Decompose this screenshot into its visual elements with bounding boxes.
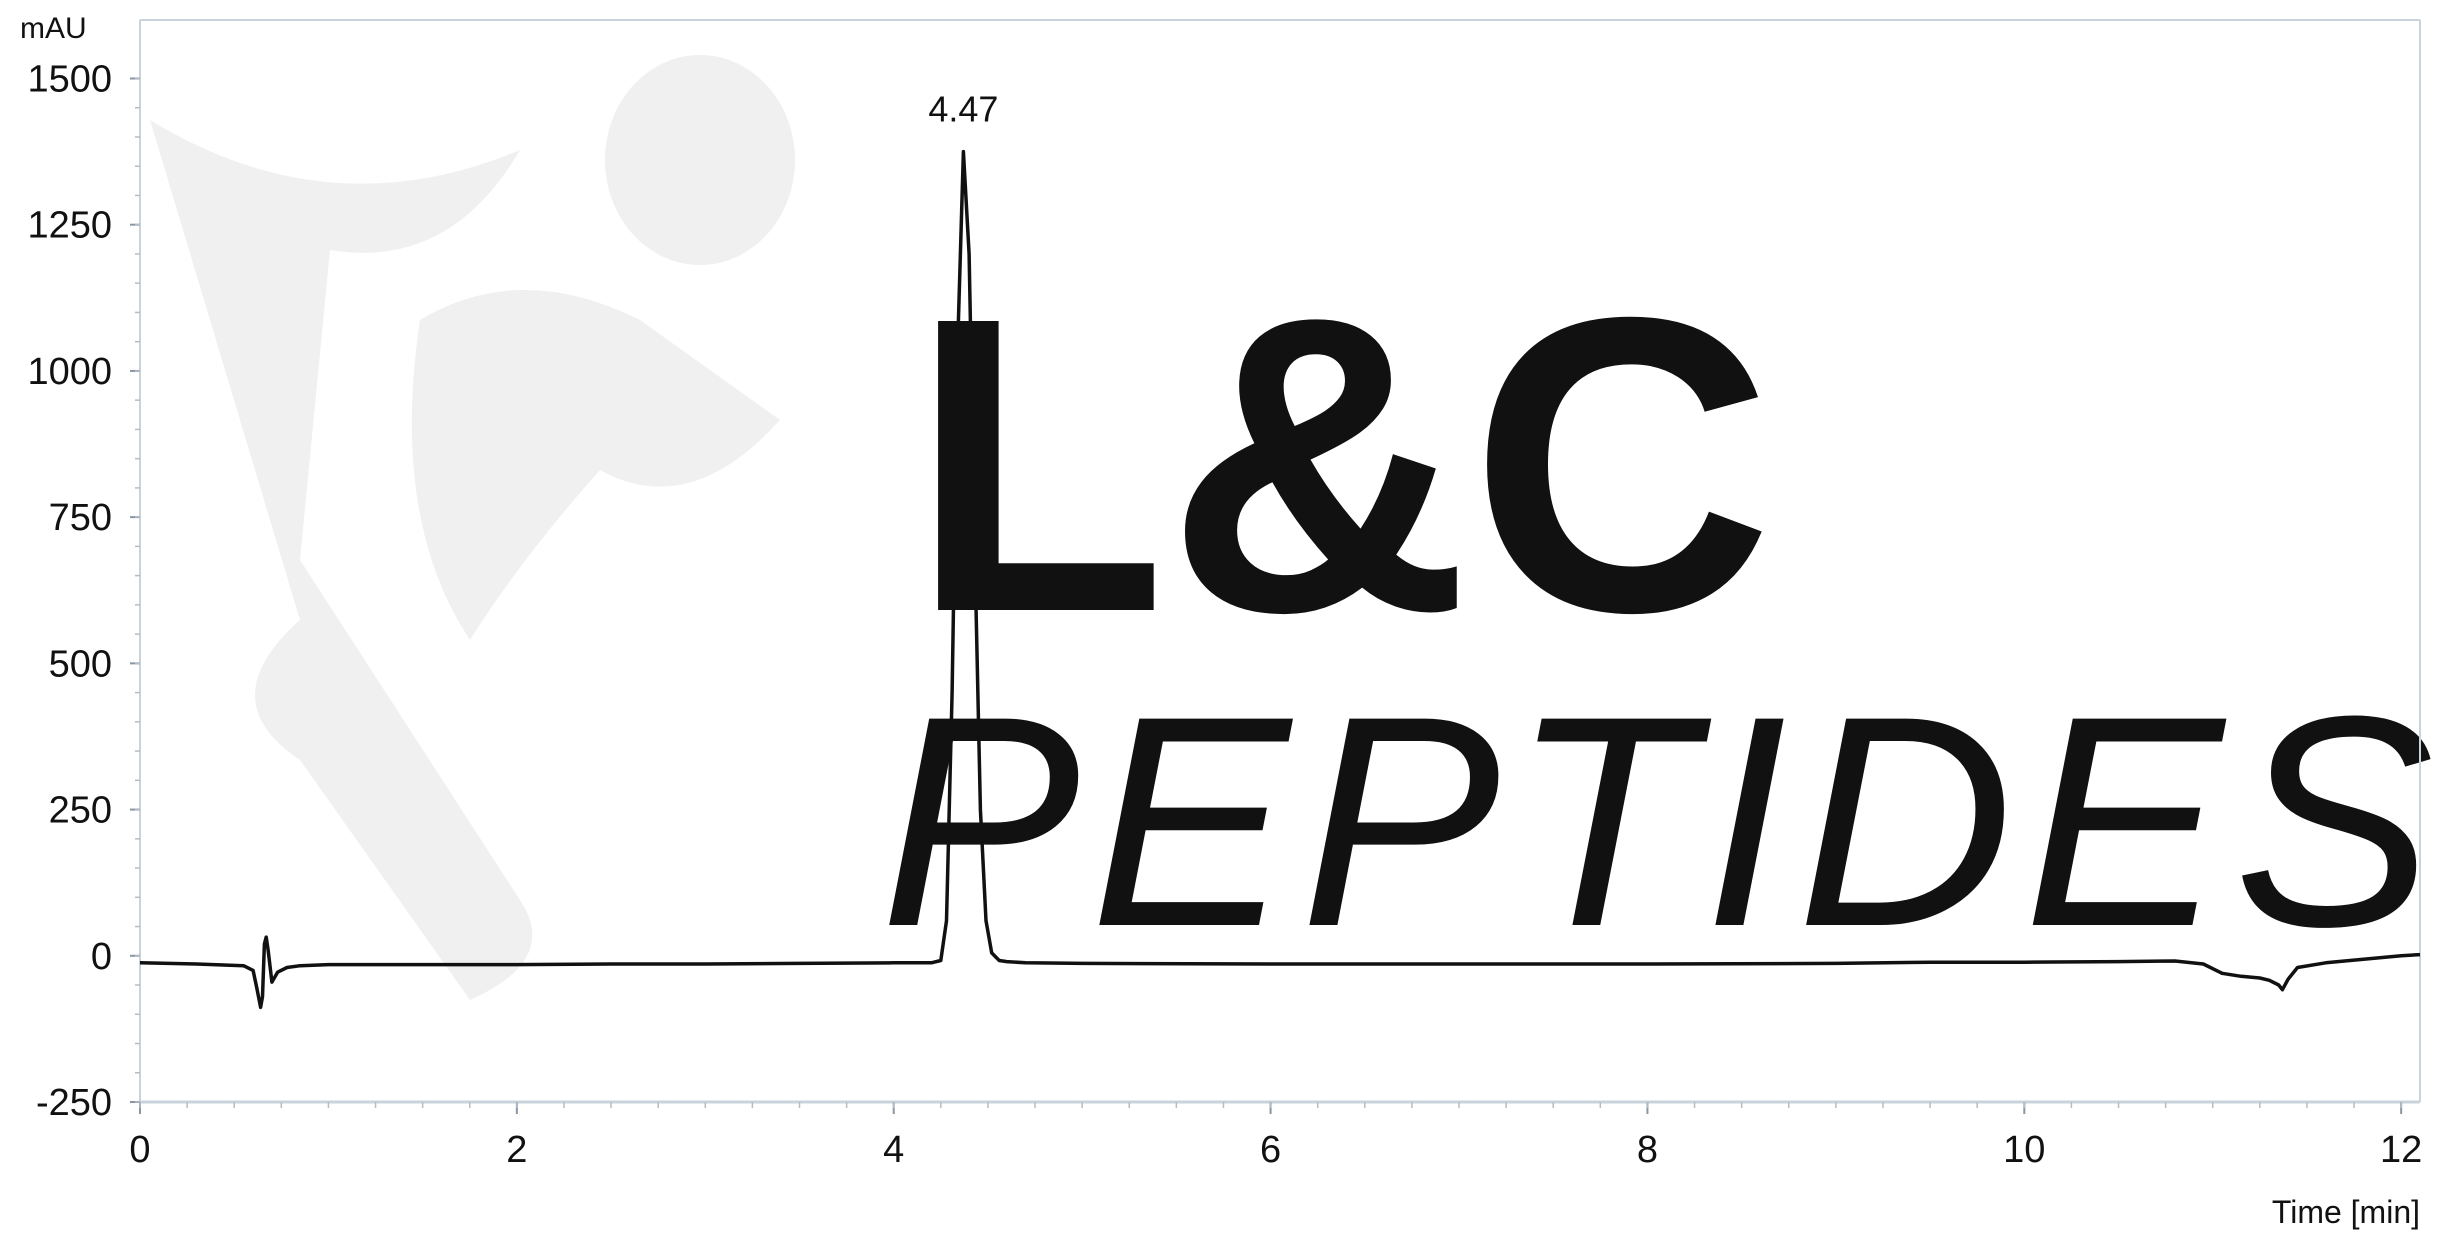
watermark-text-bottom: PEPTIDES [880, 653, 2444, 989]
watermark-logo-body [411, 290, 780, 640]
label-layer: mAU Time [min] 4.47 [20, 12, 2420, 1230]
y-tick-label: 250 [49, 790, 112, 832]
watermark-text-top: L&C [910, 231, 1773, 700]
x-tick-label: 12 [2380, 1129, 2422, 1171]
x-tick-label: 4 [883, 1129, 904, 1171]
x-axis-label: Time [min] [2272, 1194, 2420, 1230]
y-tick-label: 1250 [27, 205, 112, 247]
x-tick-label: 8 [1637, 1129, 1658, 1171]
peak-label: 4.47 [928, 89, 998, 130]
trace-layer [139, 149, 2421, 1010]
chromatogram-trace [139, 149, 2421, 1010]
y-tick-label: 1500 [27, 58, 112, 100]
x-tick-label: 0 [129, 1129, 150, 1171]
y-tick-label: 1000 [27, 351, 112, 393]
y-tick-label: 750 [49, 497, 112, 539]
x-tick-label: 10 [2003, 1129, 2045, 1171]
watermark-logo-head [605, 55, 795, 265]
x-tick-label: 2 [506, 1129, 527, 1171]
y-axis-label: mAU [20, 12, 87, 45]
y-tick-label: -250 [36, 1082, 112, 1124]
y-tick-label: 0 [91, 936, 112, 978]
watermark-logo-shape [150, 120, 533, 1000]
x-tick-label: 6 [1260, 1129, 1281, 1171]
y-tick-label: 500 [49, 643, 112, 685]
axes-layer: -250 0 250 500 750 1000 1250 1500 0 2 4 6 8 10 12 [27, 19, 2422, 1171]
